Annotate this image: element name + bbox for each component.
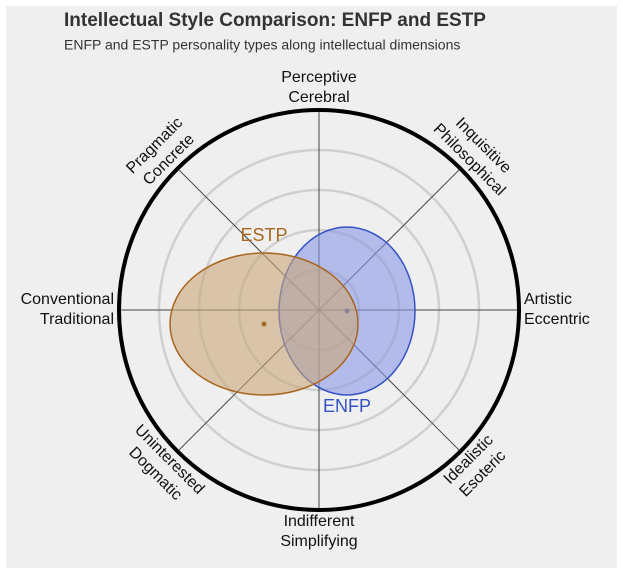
- series-label: ESTP: [240, 225, 287, 245]
- axis-label: Perceptive: [281, 69, 357, 86]
- series-label: ENFP: [323, 396, 371, 416]
- axis-label: Artistic: [524, 291, 572, 308]
- chart-subtitle: ENFP and ESTP personality types along in…: [64, 37, 460, 53]
- chart-title: Intellectual Style Comparison: ENFP and …: [64, 10, 486, 31]
- outer-circle: [117, 108, 521, 512]
- center-dot: [261, 321, 267, 327]
- axis-label: Conventional: [21, 291, 114, 308]
- axis-label: Cerebral: [288, 89, 349, 106]
- axis-label: Traditional: [40, 311, 114, 328]
- axis-label: Simplifying: [280, 533, 357, 550]
- axis-label: Eccentric: [524, 311, 590, 328]
- axis-label: Indifferent: [284, 513, 355, 530]
